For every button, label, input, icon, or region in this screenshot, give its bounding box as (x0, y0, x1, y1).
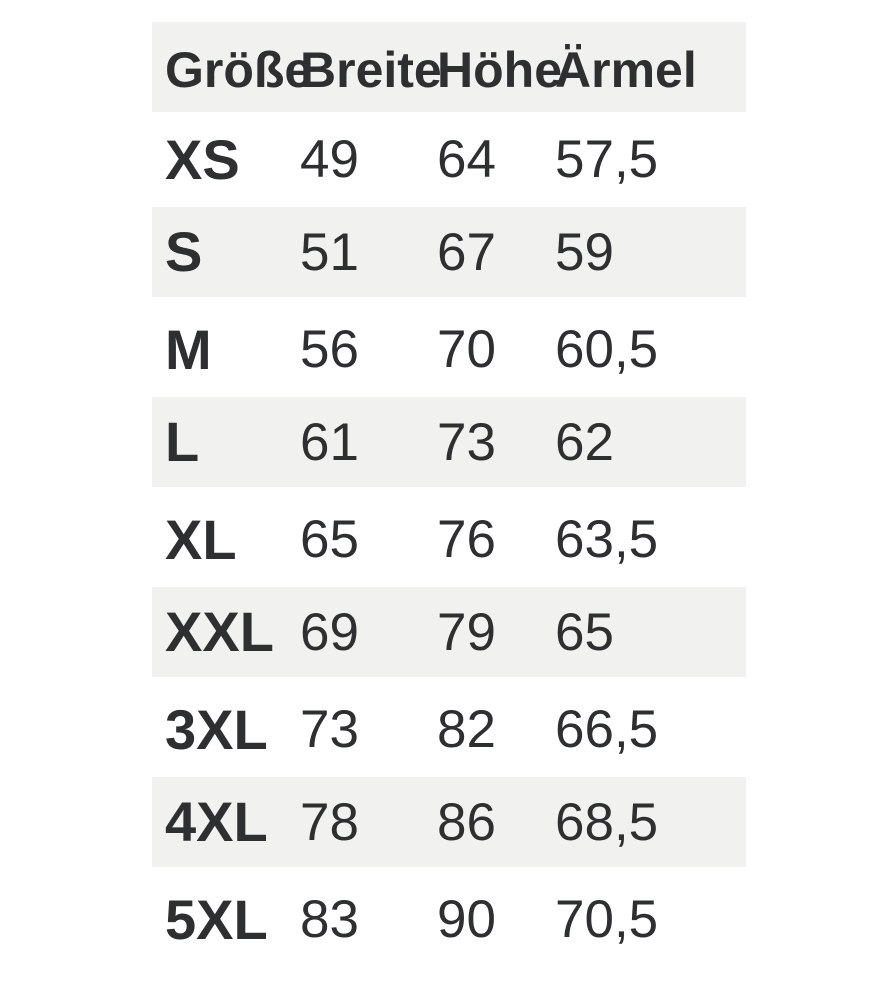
breite-cell: 49 (300, 130, 359, 189)
hoehe-cell: 70 (437, 320, 496, 379)
hoehe-cell: 82 (437, 700, 496, 759)
table-header-row: Größe Breite Höhe Ärmel (152, 22, 746, 112)
aermel-cell: 60,5 (555, 320, 659, 379)
table-row-l: L 61 73 62 (152, 397, 746, 492)
aermel-cell: 63,5 (555, 510, 659, 569)
column-header-aermel: Ärmel (555, 42, 697, 98)
column-header-breite: Breite (300, 42, 442, 98)
size-cell: M (165, 317, 212, 381)
size-cell: 4XL (165, 790, 268, 853)
table-row-s: S 51 67 59 (152, 207, 746, 302)
hoehe-cell: 90 (437, 890, 496, 949)
aermel-cell: 68,5 (555, 792, 659, 852)
hoehe-cell: 67 (437, 222, 496, 282)
table-row-xl: XL 65 76 63,5 (152, 492, 746, 587)
breite-cell: 51 (300, 222, 359, 282)
size-cell: XL (165, 507, 237, 571)
hoehe-cell: 73 (437, 412, 496, 472)
aermel-cell: 59 (555, 222, 614, 282)
table-row-5xl: 5XL 83 90 70,5 (152, 872, 746, 967)
breite-cell: 78 (300, 792, 359, 852)
breite-cell: 56 (300, 320, 359, 379)
aermel-cell: 70,5 (555, 890, 659, 949)
aermel-cell: 65 (555, 602, 614, 662)
breite-cell: 83 (300, 890, 359, 949)
size-cell: 3XL (165, 697, 268, 761)
table-row-xs: XS 49 64 57,5 (152, 112, 746, 207)
aermel-cell: 62 (555, 412, 614, 472)
breite-cell: 65 (300, 510, 359, 569)
size-chart-table: Größe Breite Höhe Ärmel XS 49 64 57,5 S … (152, 22, 746, 967)
table-row-m: M 56 70 60,5 (152, 302, 746, 397)
hoehe-cell: 79 (437, 602, 496, 662)
breite-cell: 73 (300, 700, 359, 759)
aermel-cell: 57,5 (555, 130, 659, 189)
breite-cell: 61 (300, 412, 359, 472)
size-cell: L (165, 410, 200, 473)
size-cell: S (165, 220, 203, 283)
hoehe-cell: 76 (437, 510, 496, 569)
table-row-xxl: XXL 69 79 65 (152, 587, 746, 682)
aermel-cell: 66,5 (555, 700, 659, 759)
table-row-4xl: 4XL 78 86 68,5 (152, 777, 746, 872)
size-cell: XS (165, 127, 240, 191)
hoehe-cell: 86 (437, 792, 496, 852)
size-cell: XXL (165, 600, 274, 663)
breite-cell: 69 (300, 602, 359, 662)
table-row-3xl: 3XL 73 82 66,5 (152, 682, 746, 777)
column-header-hoehe: Höhe (437, 42, 562, 98)
hoehe-cell: 64 (437, 130, 496, 189)
column-header-groesse: Größe (165, 42, 313, 98)
size-cell: 5XL (165, 887, 268, 951)
